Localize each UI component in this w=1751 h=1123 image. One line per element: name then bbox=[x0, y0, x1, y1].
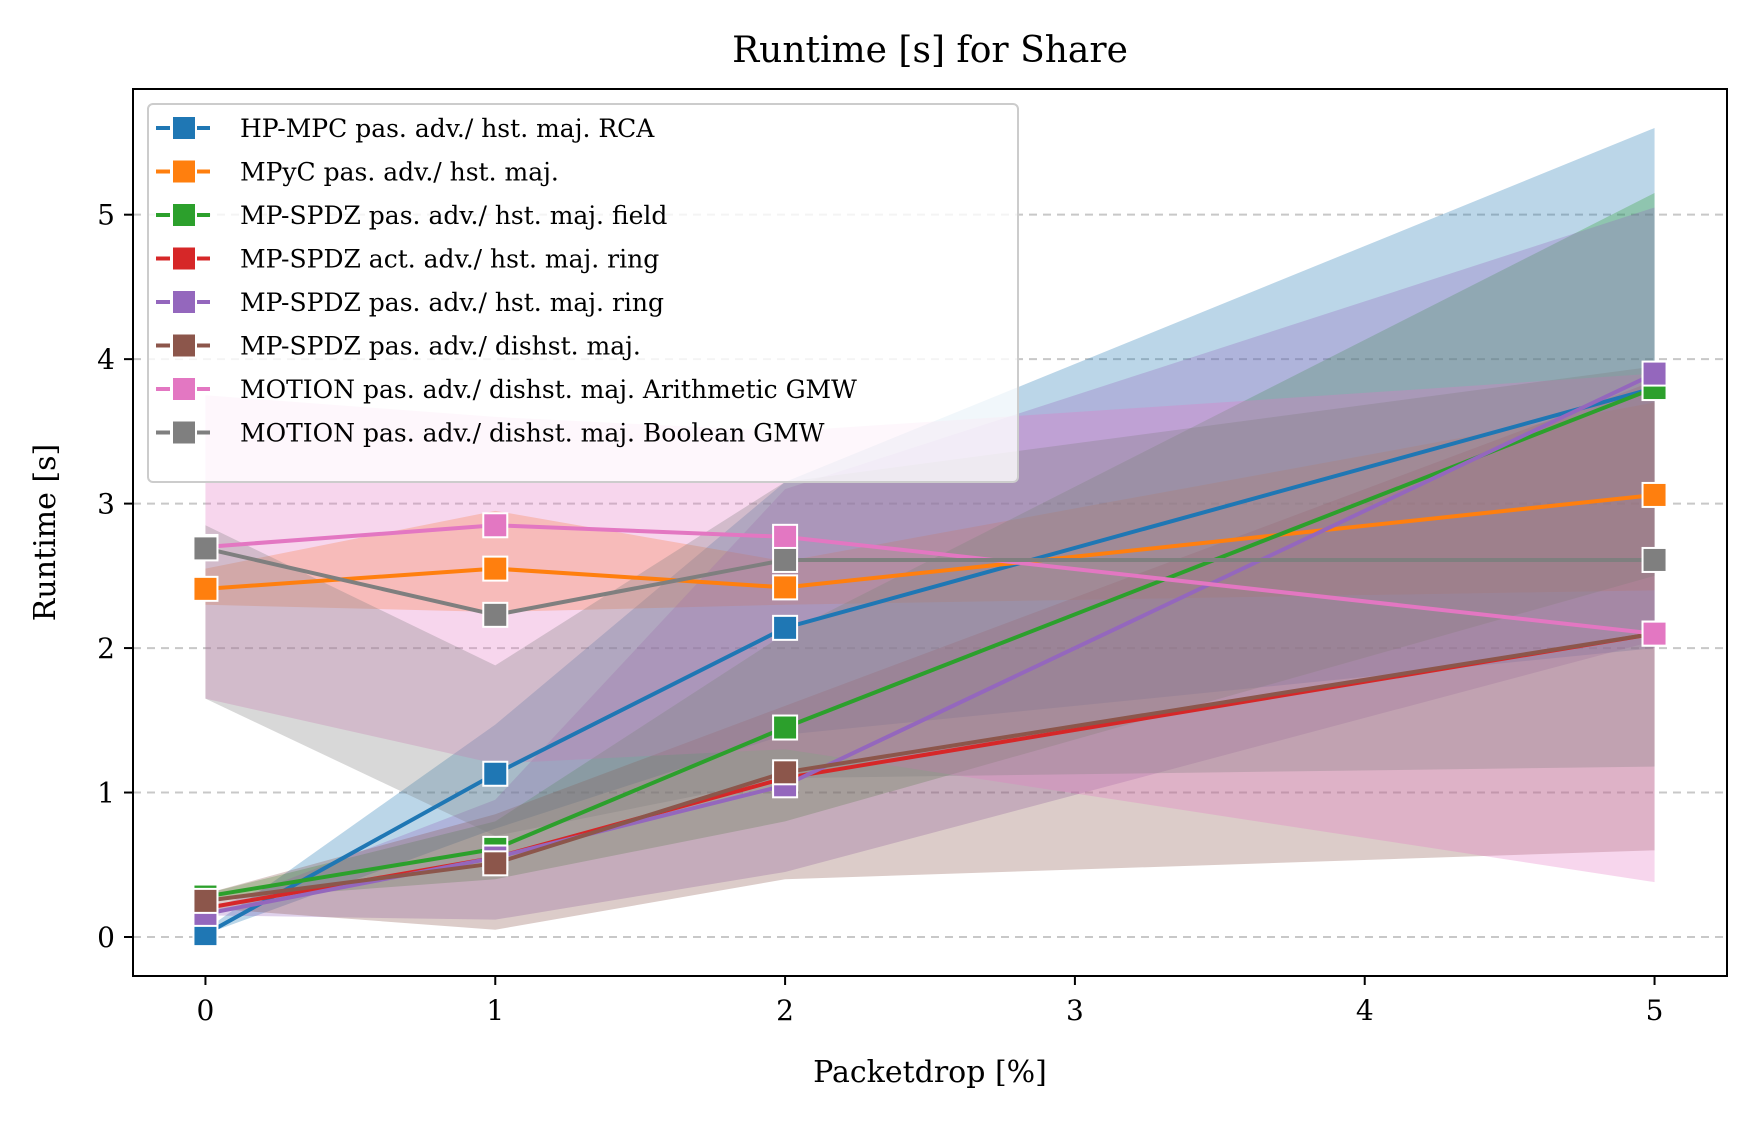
chart-title: Runtime [s] for Share bbox=[732, 30, 1128, 71]
legend-label: MP-SPDZ act. adv./ hst. maj. ring bbox=[240, 245, 659, 274]
data-point bbox=[482, 601, 509, 628]
legend-swatch-marker bbox=[171, 332, 197, 359]
legend-label: MP-SPDZ pas. adv./ hst. maj. ring bbox=[240, 288, 664, 317]
data-point bbox=[772, 574, 799, 601]
legend-label: HP-MPC pas. adv./ hst. maj. RCA bbox=[240, 114, 655, 143]
marker-layer bbox=[192, 360, 1668, 948]
legend-swatch-marker bbox=[171, 202, 197, 228]
series-line bbox=[205, 546, 1655, 617]
legend-swatch-marker bbox=[171, 376, 197, 402]
plot-frame bbox=[132, 88, 1728, 977]
y-tick-label: 3 bbox=[97, 488, 115, 521]
legend-swatch-marker bbox=[171, 419, 197, 446]
error-band bbox=[205, 128, 1655, 935]
legend: HP-MPC pas. adv./ hst. maj. RCA MPyC pas.… bbox=[147, 103, 1019, 483]
legend-label: MP-SPDZ pas. adv./ hst. maj. field bbox=[240, 201, 667, 230]
legend-swatch-marker bbox=[171, 115, 197, 141]
legend-swatch-marker bbox=[171, 289, 197, 315]
data-point bbox=[192, 535, 219, 562]
x-tick-label: 4 bbox=[1356, 994, 1374, 1027]
x-tick-label: 2 bbox=[776, 994, 794, 1027]
legend-swatch-marker bbox=[171, 158, 197, 185]
x-tick-label: 5 bbox=[1646, 994, 1664, 1027]
data-point bbox=[1641, 620, 1668, 647]
series-line bbox=[205, 371, 1656, 916]
y-axis-label: Runtime [s] bbox=[28, 444, 63, 621]
data-point bbox=[482, 760, 509, 787]
error-band bbox=[205, 193, 1655, 901]
y-tick-label: 5 bbox=[97, 199, 115, 232]
tick-layer: 0 1 2 3 4 5 0 1 2 3 4 5 bbox=[97, 199, 1663, 1027]
error-band bbox=[205, 380, 1655, 930]
data-point bbox=[1641, 546, 1668, 573]
data-point bbox=[772, 523, 799, 550]
data-point bbox=[482, 555, 509, 582]
y-tick-label: 1 bbox=[97, 777, 115, 810]
legend-label: MOTION pas. adv./ dishst. maj. Arithmeti… bbox=[240, 375, 857, 404]
error-band bbox=[205, 207, 1655, 920]
data-point bbox=[772, 759, 799, 786]
data-point bbox=[772, 614, 799, 641]
data-point bbox=[772, 714, 799, 741]
data-point bbox=[192, 575, 219, 602]
series-line bbox=[205, 386, 1656, 899]
y-tick-label: 2 bbox=[97, 632, 115, 665]
x-axis-label: Packetdrop [%] bbox=[813, 1055, 1047, 1090]
legend-label: MOTION pas. adv./ dishst. maj. Boolean G… bbox=[240, 419, 825, 448]
x-tick-label: 3 bbox=[1066, 994, 1084, 1027]
error-band bbox=[205, 373, 1655, 883]
data-point bbox=[482, 850, 509, 877]
x-tick-label: 1 bbox=[486, 994, 504, 1027]
data-point bbox=[192, 887, 219, 914]
series-line bbox=[205, 523, 1655, 636]
error-band bbox=[205, 366, 1655, 836]
series-line bbox=[205, 492, 1655, 591]
series-line bbox=[205, 631, 1655, 903]
line-layer bbox=[204, 371, 1656, 936]
data-point bbox=[1641, 481, 1668, 508]
data-point bbox=[772, 546, 799, 573]
series-line bbox=[204, 386, 1656, 936]
data-point bbox=[1641, 360, 1668, 387]
legend-swatch-marker bbox=[171, 245, 197, 272]
legend-label: MPyC pas. adv./ hst. maj. bbox=[240, 158, 559, 187]
y-tick-label: 0 bbox=[97, 921, 115, 954]
x-tick-label: 0 bbox=[197, 994, 215, 1027]
y-tick-label: 4 bbox=[97, 343, 115, 376]
data-point bbox=[482, 512, 509, 539]
legend-box bbox=[147, 103, 1019, 483]
legend-label: MP-SPDZ pas. adv./ dishst. maj. bbox=[240, 332, 641, 361]
